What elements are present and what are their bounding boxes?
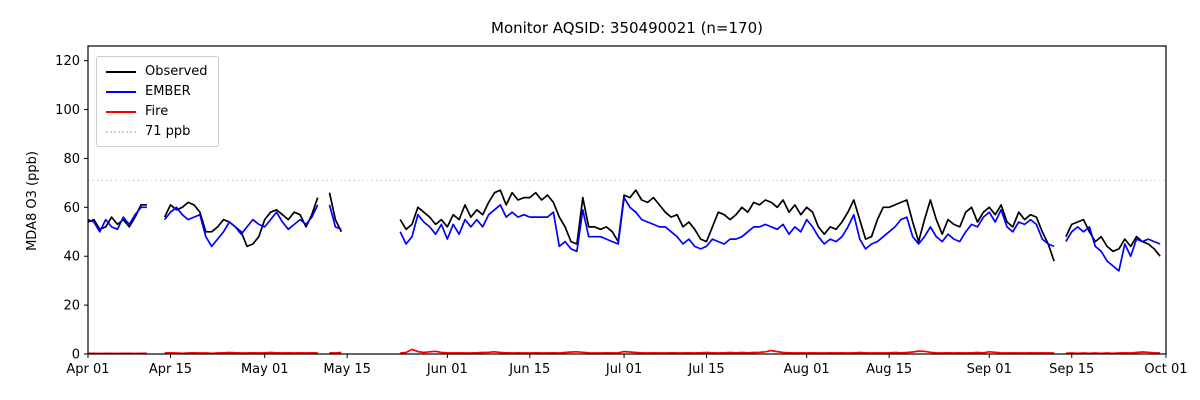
y-tick-label: 40 bbox=[63, 250, 80, 265]
x-tick-label: Oct 01 bbox=[1144, 362, 1187, 377]
x-tick-label: May 15 bbox=[323, 362, 371, 377]
series-line-fire bbox=[400, 348, 1055, 354]
legend-line-sample bbox=[106, 70, 136, 73]
series-line-ember bbox=[163, 204, 319, 248]
series-line-fire bbox=[1065, 351, 1161, 355]
y-tick-label: 20 bbox=[63, 299, 80, 314]
x-tick-label: Jul 01 bbox=[605, 362, 642, 377]
series-line-ember bbox=[328, 204, 342, 231]
y-tick-label: 80 bbox=[63, 152, 80, 167]
legend-line-sample bbox=[106, 130, 136, 133]
series-line-observed bbox=[1065, 218, 1161, 257]
series-line-ember bbox=[1065, 226, 1161, 272]
x-tick-label: Jun 01 bbox=[426, 362, 468, 377]
series-line-observed bbox=[163, 197, 319, 248]
y-tick-label: 0 bbox=[72, 348, 80, 363]
legend-item-observed: Observed bbox=[106, 63, 208, 80]
legend-label: 71 ppb bbox=[145, 124, 191, 139]
series-line-observed bbox=[399, 189, 1055, 262]
legend-label: EMBER bbox=[145, 84, 191, 99]
series-line-fire bbox=[329, 351, 342, 354]
legend-line-sample bbox=[106, 90, 136, 93]
x-tick-label: Apr 15 bbox=[149, 362, 192, 377]
legend-item-fire: Fire bbox=[106, 103, 208, 120]
series-line-ember bbox=[87, 206, 147, 233]
x-tick-label: Jun 15 bbox=[508, 362, 550, 377]
x-tick-label: Sep 15 bbox=[1049, 362, 1094, 377]
x-tick-label: May 01 bbox=[241, 362, 289, 377]
chart-title: Monitor AQSID: 350490021 (n=170) bbox=[491, 19, 763, 37]
y-tick-label: 60 bbox=[63, 201, 80, 216]
y-tick-label: 120 bbox=[55, 54, 80, 69]
legend-label: Observed bbox=[145, 64, 208, 79]
legend-item-ember: EMBER bbox=[106, 83, 208, 100]
series-line-ember bbox=[399, 196, 1055, 253]
x-tick-label: Aug 15 bbox=[866, 362, 912, 377]
y-tick-label: 100 bbox=[55, 103, 80, 118]
x-tick-label: Jul 15 bbox=[687, 362, 724, 377]
series-line-fire bbox=[164, 351, 318, 355]
legend-label: Fire bbox=[145, 104, 169, 119]
plot-border bbox=[87, 45, 1167, 355]
x-tick-label: Apr 01 bbox=[66, 362, 109, 377]
legend: Observed EMBER Fire 71 ppb bbox=[96, 56, 219, 147]
legend-line-sample bbox=[106, 110, 136, 113]
legend-item-71-ppb: 71 ppb bbox=[106, 123, 208, 140]
x-tick-label: Aug 01 bbox=[784, 362, 830, 377]
x-tick-label: Sep 01 bbox=[967, 362, 1012, 377]
